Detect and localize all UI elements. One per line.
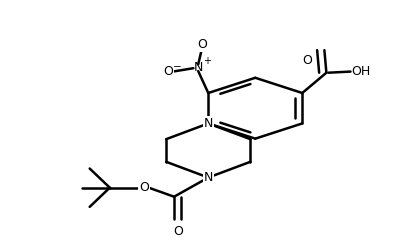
Text: O: O [172,225,182,238]
Text: N: N [203,171,213,184]
Text: O: O [163,65,172,78]
Text: N: N [203,117,213,130]
Text: N: N [193,61,203,74]
Text: O: O [302,54,312,67]
Text: −: − [173,62,182,72]
Text: OH: OH [351,65,370,78]
Text: O: O [197,38,207,51]
Text: +: + [203,56,211,66]
Text: O: O [139,181,148,194]
